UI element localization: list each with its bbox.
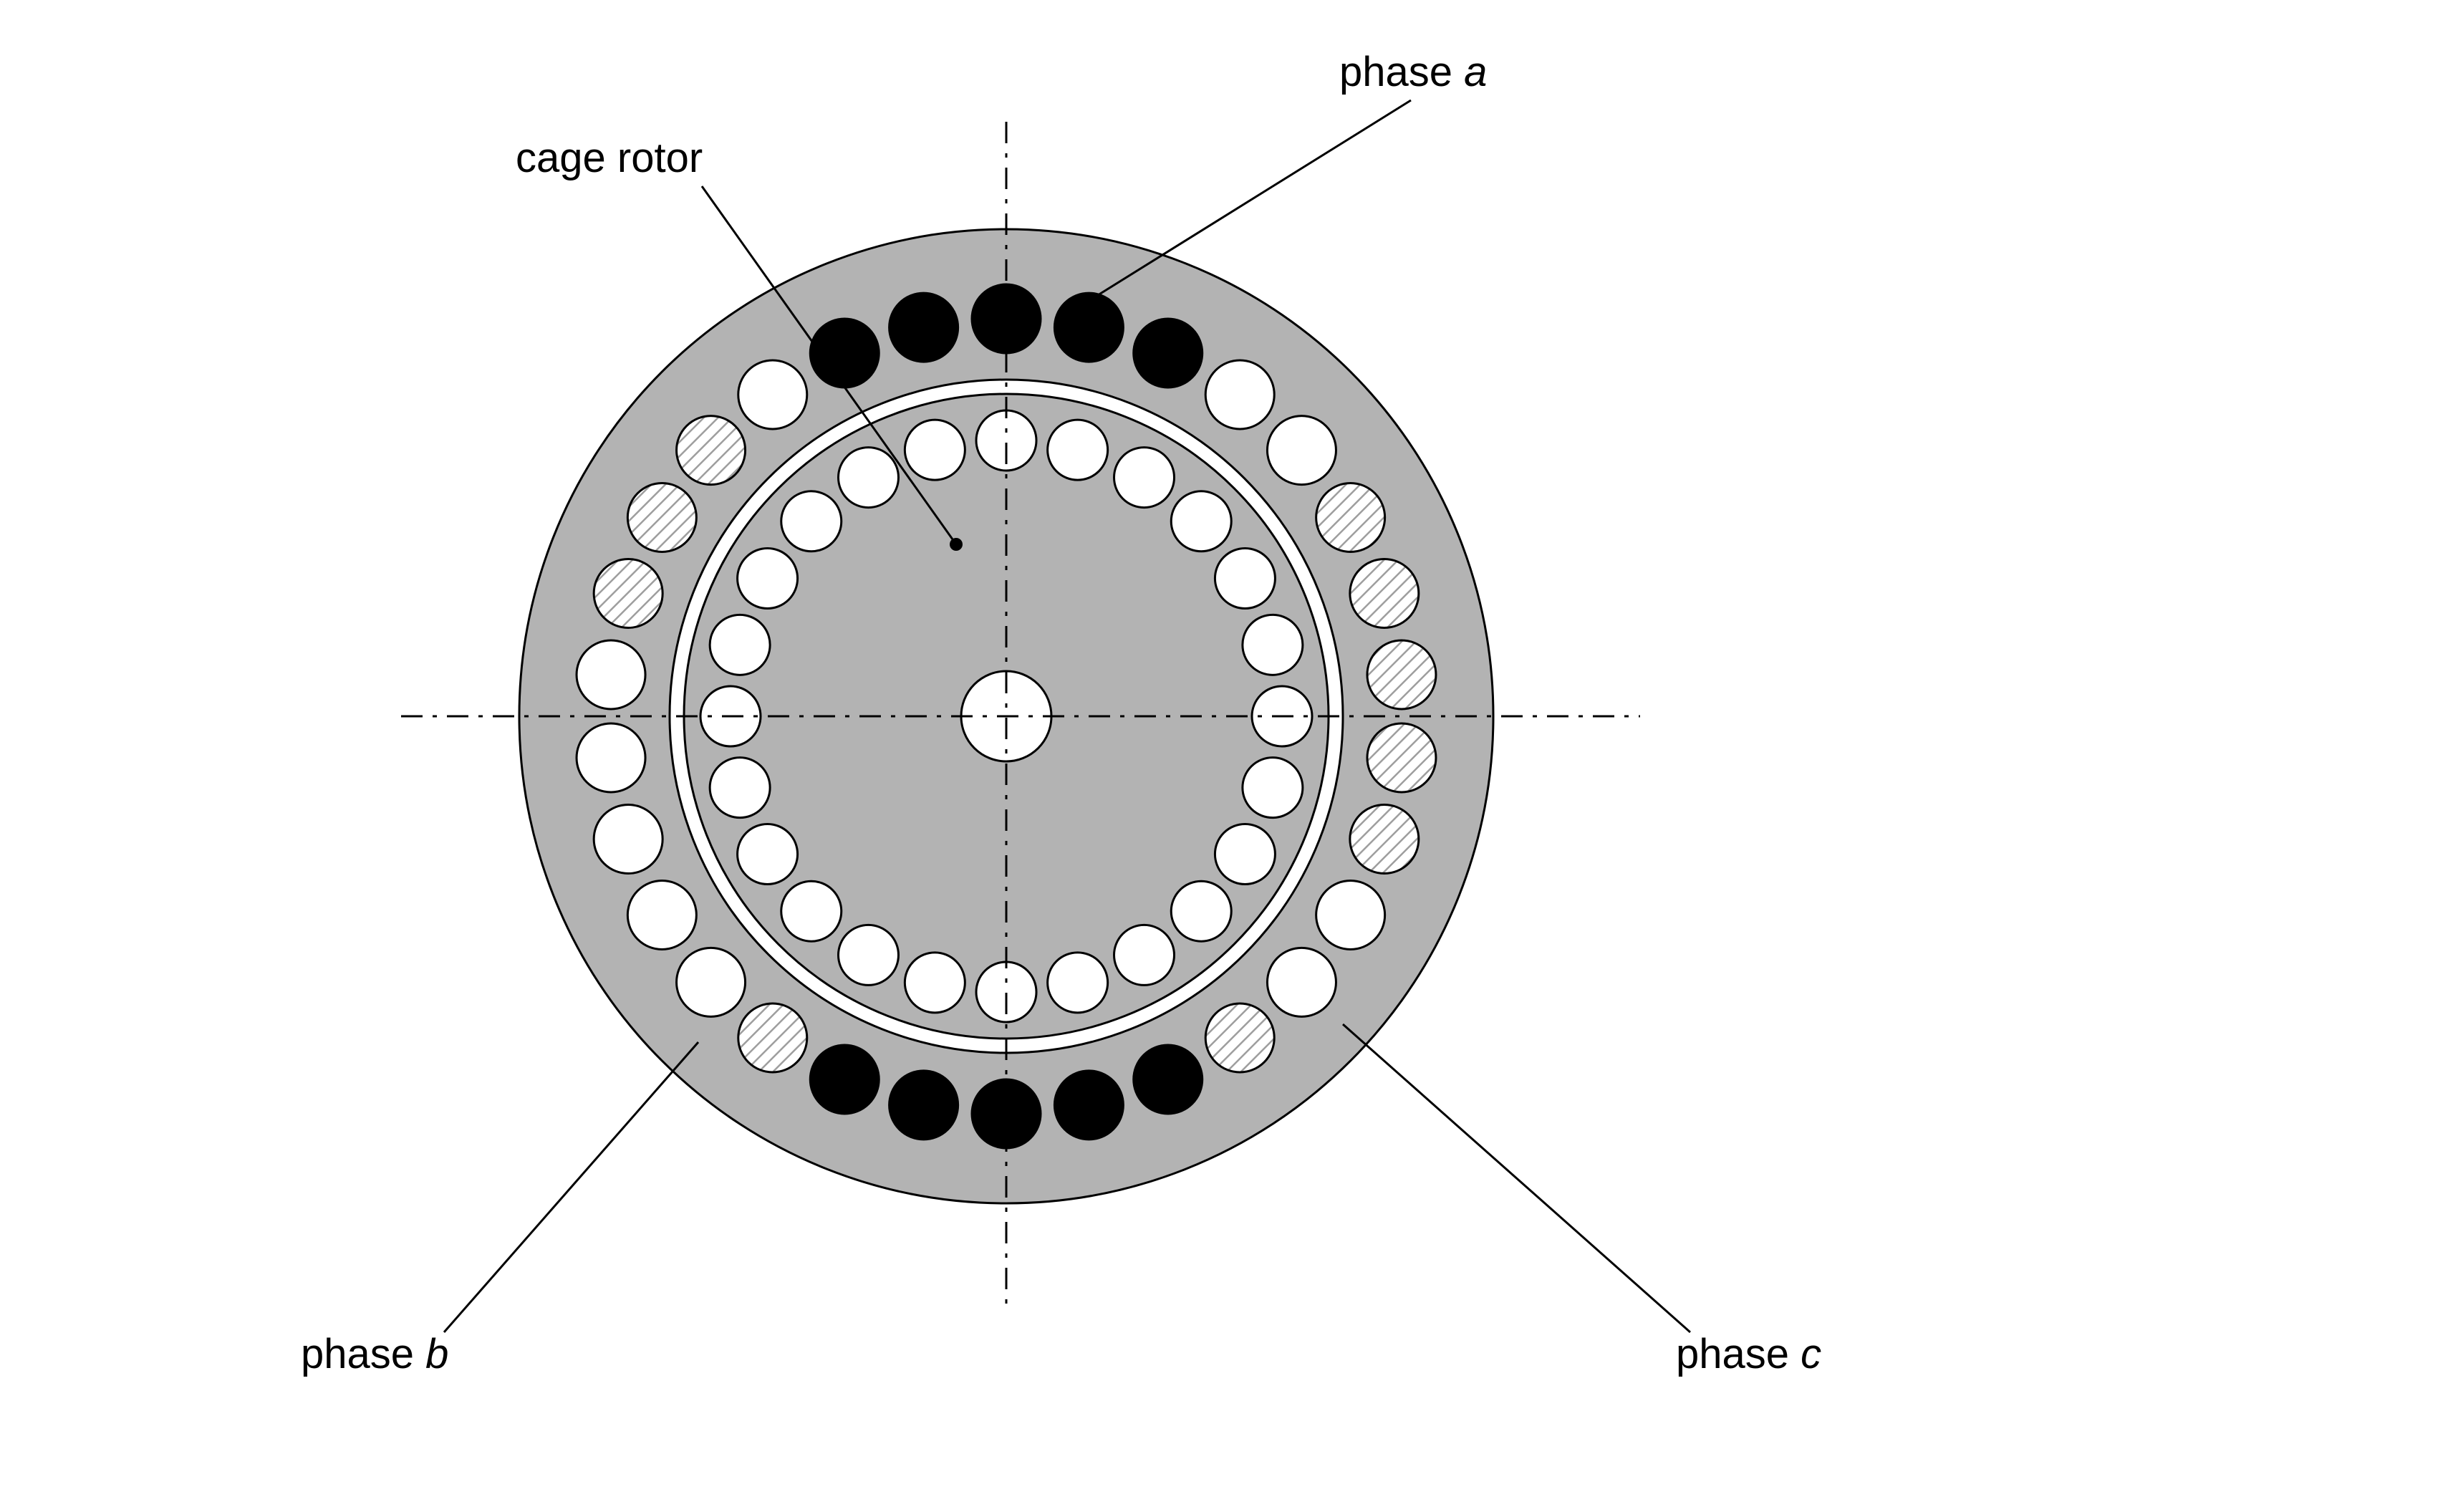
stator-slot-phase-b — [577, 723, 645, 792]
rotor-bar — [1215, 549, 1275, 609]
rotor-bar — [839, 448, 899, 508]
rotor-bar — [1114, 448, 1175, 508]
rotor-bar — [1243, 615, 1303, 675]
stator-slot-phase-c — [1367, 640, 1436, 709]
stator-slot-phase-a — [1054, 1071, 1123, 1140]
label-cage-rotor: cage rotor — [516, 135, 703, 181]
stator-slot-phase-b — [577, 640, 645, 709]
stator-slot-phase-c — [594, 559, 662, 627]
stator-slot-phase-a — [1054, 293, 1123, 362]
rotor-bar — [738, 824, 798, 885]
stator-slot-phase-b — [677, 948, 746, 1016]
rotor-bar — [905, 953, 965, 1013]
stator-slot-phase-c — [1350, 805, 1419, 874]
stator-slot-phase-b — [627, 881, 696, 950]
stator-slot-phase-b — [1267, 948, 1336, 1016]
leader-phase_c — [1343, 1024, 1690, 1332]
rotor-bar — [710, 615, 770, 675]
rotor-bar — [1114, 925, 1175, 985]
stator-slot-phase-a — [1134, 1045, 1203, 1114]
rotor-bar — [738, 549, 798, 609]
rotor-bar — [1048, 420, 1108, 480]
rotor-bar — [839, 925, 899, 985]
stator-slot-phase-a — [890, 293, 958, 362]
stator-slot-phase-b — [1267, 416, 1336, 485]
rotor-bar — [781, 881, 842, 941]
label-phase_b: phase b — [301, 1331, 448, 1377]
rotor-bar — [1215, 824, 1275, 885]
stator-slot-phase-c — [627, 483, 696, 552]
rotor-bar — [905, 420, 965, 480]
rotor-bar — [1243, 758, 1303, 818]
rotor-bar — [1171, 881, 1231, 941]
stator-slot-phase-c — [1350, 559, 1419, 627]
stator-slot-phase-c — [1316, 483, 1385, 552]
leader-phase_b — [444, 1042, 698, 1332]
stator-slot-phase-a — [810, 1045, 879, 1114]
stator-slot-phase-a — [1134, 319, 1203, 387]
stator-slot-phase-c — [1367, 723, 1436, 792]
stator-slot-phase-c — [738, 1003, 807, 1072]
rotor-bar — [1048, 953, 1108, 1013]
stator-slot-phase-c — [1205, 1003, 1274, 1072]
label-phase_c: phase c — [1676, 1331, 1821, 1377]
rotor-bar — [781, 491, 842, 552]
stator-slot-phase-c — [677, 416, 746, 485]
stator-slot-phase-b — [1316, 881, 1385, 950]
rotor-bar — [1171, 491, 1231, 552]
stator-slot-phase-b — [594, 805, 662, 874]
stator-slot-phase-b — [1205, 360, 1274, 429]
stator-slot-phase-a — [890, 1071, 958, 1140]
rotor-bar — [710, 758, 770, 818]
motor-cross-section-diagram: phase a phase b phase c cage rotor — [0, 0, 2458, 1512]
leader-dot-cage_rotor — [950, 538, 963, 551]
label-phase_a: phase a — [1339, 49, 1487, 95]
stator-slot-phase-b — [738, 360, 807, 429]
